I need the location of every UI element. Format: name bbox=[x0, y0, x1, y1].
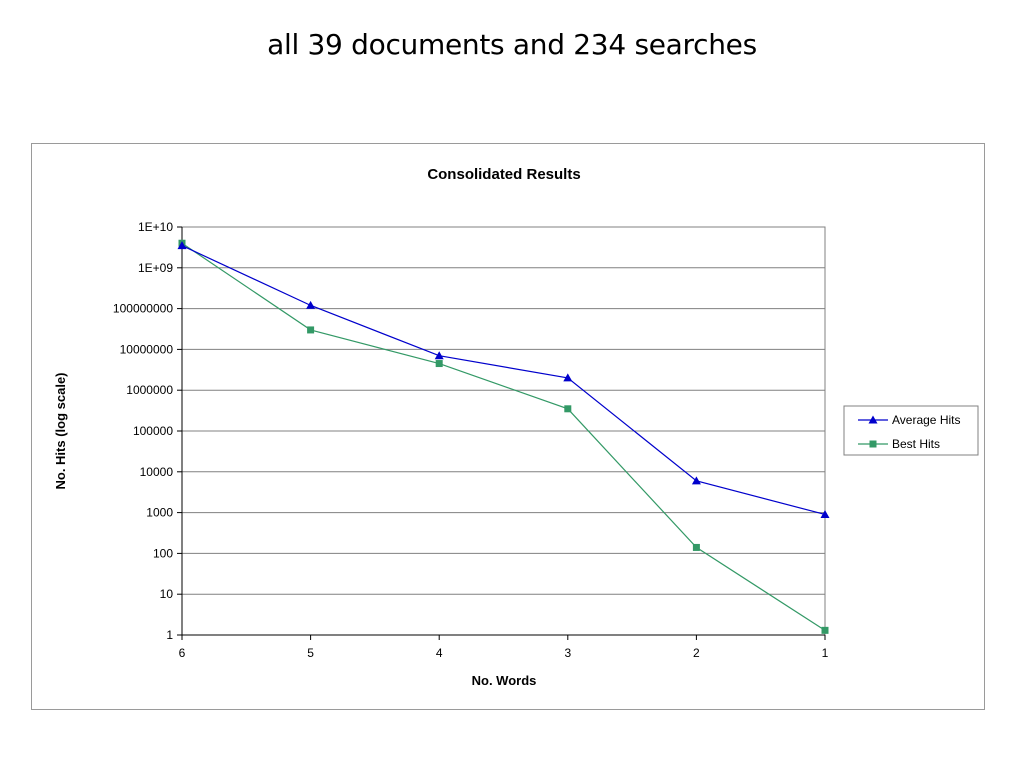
y-tick-label: 1E+09 bbox=[138, 261, 173, 275]
data-point bbox=[177, 241, 187, 250]
slide-title: all 39 documents and 234 searches bbox=[267, 28, 757, 61]
chart-svg: 1 10 100 1000 10000 100000 1000000 10000000 1000… bbox=[53, 166, 979, 688]
y-axis-title: No. Hits (log scale) bbox=[53, 372, 68, 489]
chart-title: Consolidated Results bbox=[427, 166, 580, 183]
data-point bbox=[564, 405, 572, 413]
x-tick-label: 2 bbox=[693, 646, 700, 660]
y-tick-label: 100000 bbox=[133, 424, 173, 438]
y-tick-label: 100000000 bbox=[113, 302, 173, 316]
y-tick-label: 1 bbox=[166, 628, 173, 642]
series-line bbox=[181, 245, 826, 516]
x-axis: 6 5 4 3 2 1 bbox=[179, 634, 829, 660]
legend-label: Best Hits bbox=[892, 437, 940, 451]
series-line bbox=[181, 242, 826, 631]
legend: Average Hits Best Hits bbox=[843, 405, 979, 456]
x-tick-label: 3 bbox=[564, 646, 571, 660]
x-tick-label: 6 bbox=[179, 646, 186, 660]
y-tick-label: 100 bbox=[153, 546, 173, 560]
data-point bbox=[307, 326, 315, 334]
chart-frame: 1 10 100 1000 10000 100000 1000000 10000000 1000… bbox=[31, 143, 985, 710]
data-point bbox=[692, 543, 700, 551]
y-tick-label: 1000000 bbox=[126, 383, 173, 397]
y-tick-label: 1E+10 bbox=[138, 220, 173, 234]
legend-label: Average Hits bbox=[892, 413, 960, 427]
y-axis: 1 10 100 1000 10000 100000 1000000 10000000 1000… bbox=[113, 220, 183, 642]
legend-marker bbox=[868, 415, 878, 424]
data-point bbox=[434, 351, 444, 360]
series-layer bbox=[177, 239, 830, 634]
data-point bbox=[435, 360, 443, 368]
legend-box bbox=[843, 405, 979, 456]
x-tick-label: 1 bbox=[822, 646, 829, 660]
x-tick-label: 5 bbox=[307, 646, 314, 660]
data-point bbox=[691, 476, 701, 485]
data-point bbox=[820, 509, 830, 518]
x-axis-title: No. Words bbox=[472, 673, 537, 688]
y-tick-label: 10 bbox=[160, 587, 174, 601]
legend-marker bbox=[869, 440, 877, 448]
y-tick-label: 10000000 bbox=[120, 342, 174, 356]
y-tick-label: 1000 bbox=[146, 506, 173, 520]
x-tick-label: 4 bbox=[436, 646, 443, 660]
gridlines bbox=[182, 267, 825, 595]
y-tick-label: 10000 bbox=[140, 465, 174, 479]
data-point bbox=[306, 300, 316, 309]
data-point bbox=[563, 373, 573, 382]
data-point bbox=[821, 626, 829, 634]
